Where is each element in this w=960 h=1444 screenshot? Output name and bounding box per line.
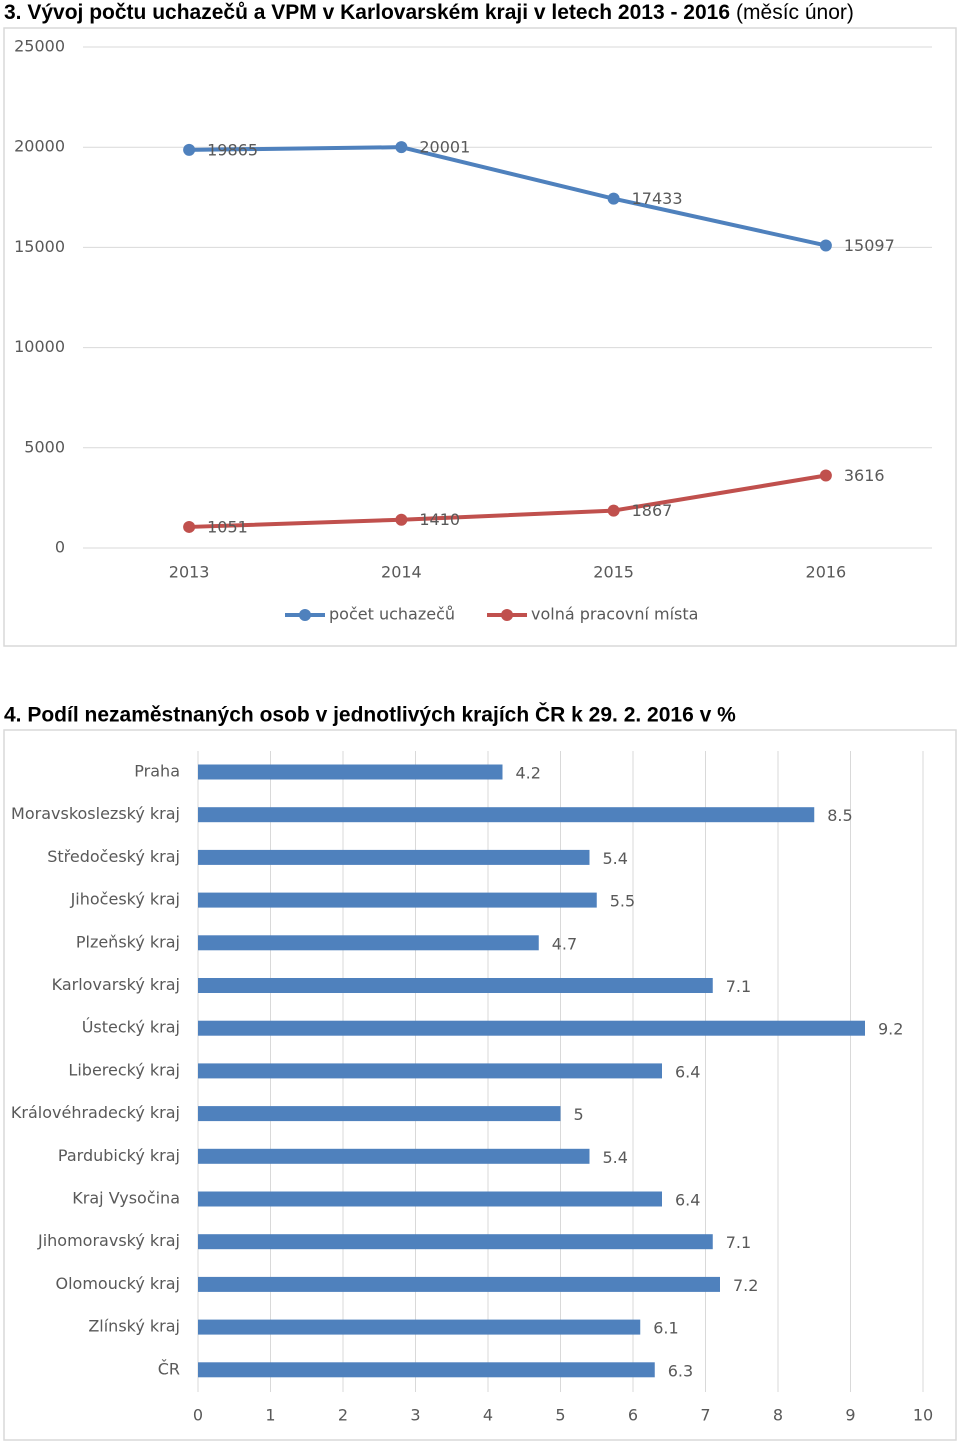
data-label: 6.3 — [668, 1361, 693, 1380]
title-text: 3. Vývoj počtu uchazečů a VPM v Karlovar… — [4, 1, 730, 24]
y-tick-label: 10000 — [14, 337, 65, 356]
point — [183, 143, 196, 156]
y-tick-label: Moravskoslezský kraj — [11, 804, 180, 823]
data-label: 4.2 — [516, 764, 541, 783]
y-tick-label: Středočeský kraj — [47, 847, 180, 866]
data-label: 5.4 — [603, 1148, 628, 1167]
x-tick-label: 0 — [193, 1406, 203, 1425]
data-label: 15097 — [844, 236, 895, 255]
bar — [198, 1148, 590, 1164]
bar — [198, 978, 713, 993]
chart-frame — [3, 27, 957, 647]
x-tick-label: 10 — [913, 1406, 933, 1425]
y-tick-label: 20000 — [14, 137, 65, 156]
legend-label: počet uchazečů — [329, 605, 455, 624]
bar — [198, 849, 590, 865]
data-label: 6.4 — [675, 1191, 700, 1210]
y-tick-label: Olomoucký kraj — [56, 1274, 180, 1293]
data-label: 5 — [574, 1105, 584, 1124]
subtitle-text: (měsíc únor) — [736, 1, 854, 24]
data-label: 19865 — [207, 140, 258, 159]
y-tick-label: Jihočeský kraj — [70, 890, 180, 909]
bar — [198, 1020, 865, 1036]
x-tick-label: 9 — [845, 1406, 855, 1425]
y-tick-label: 5000 — [24, 437, 65, 456]
x-tick-label: 3 — [410, 1406, 420, 1425]
x-tick-label: 2013 — [169, 563, 210, 582]
y-tick-label: 0 — [55, 538, 65, 557]
bar — [198, 807, 815, 823]
point — [819, 469, 832, 482]
y-tick-label: Plzeňský kraj — [76, 932, 180, 951]
point — [607, 192, 620, 205]
x-tick-label: 2016 — [806, 563, 847, 582]
legend-marker — [501, 609, 514, 621]
point — [819, 239, 832, 252]
data-label: 3616 — [844, 466, 885, 485]
chart-title: 3. Vývoj počtu uchazečů a VPM v Karlovar… — [4, 1, 854, 24]
bar — [198, 892, 597, 908]
point — [395, 513, 408, 526]
y-tick-label: Královéhradecký kraj — [11, 1103, 180, 1122]
data-label: 1867 — [632, 501, 673, 520]
data-label: 4.7 — [552, 934, 577, 953]
bar — [198, 1106, 561, 1122]
y-tick-label: Liberecký kraj — [68, 1060, 180, 1079]
data-label: 5.5 — [610, 892, 635, 911]
data-label: 1051 — [207, 517, 248, 536]
data-label: 1410 — [419, 510, 460, 529]
point — [183, 520, 196, 533]
x-tick-label: 4 — [483, 1406, 493, 1425]
y-tick-label: Karlovarský kraj — [52, 975, 180, 994]
data-label: 6.1 — [653, 1319, 678, 1338]
data-label: 7.2 — [733, 1276, 758, 1295]
data-label: 6.4 — [675, 1062, 700, 1081]
bar — [198, 764, 503, 780]
point — [607, 504, 620, 517]
line-series — [189, 473, 827, 529]
data-label: 7.1 — [726, 977, 751, 996]
bar — [198, 1234, 713, 1250]
x-tick-label: 6 — [628, 1406, 638, 1425]
data-label: 17433 — [632, 189, 683, 208]
point — [395, 141, 408, 154]
bar — [198, 1362, 655, 1378]
data-label: 7.1 — [726, 1233, 751, 1252]
bar — [198, 1319, 641, 1335]
data-label: 20001 — [419, 138, 470, 157]
x-tick-label: 1 — [265, 1406, 275, 1425]
bar — [198, 1276, 720, 1292]
x-tick-label: 7 — [700, 1406, 710, 1425]
chart-title: 4. Podíl nezaměstnaných osob v jednotliv… — [4, 703, 736, 727]
y-tick-label: ČR — [158, 1359, 180, 1378]
y-tick-label: Pardubický kraj — [58, 1146, 180, 1165]
y-tick-label: Praha — [134, 762, 180, 781]
y-tick-label: Jihomoravský kraj — [37, 1231, 180, 1250]
x-tick-label: 5 — [555, 1406, 565, 1425]
bar — [198, 935, 539, 951]
line-series — [189, 145, 827, 248]
y-tick-label: Kraj Vysočina — [72, 1189, 180, 1208]
x-tick-label: 8 — [773, 1406, 783, 1425]
bar — [198, 1063, 662, 1079]
x-tick-label: 2014 — [381, 563, 422, 582]
data-label: 8.5 — [827, 806, 852, 825]
x-tick-label: 2 — [338, 1406, 348, 1425]
y-tick-label: 25000 — [14, 37, 65, 56]
legend-marker — [299, 609, 311, 621]
bar — [198, 1191, 662, 1207]
y-tick-label: Zlínský kraj — [88, 1317, 180, 1336]
legend-label: volná pracovní místa — [531, 605, 698, 624]
y-tick-label: 15000 — [14, 237, 65, 256]
y-tick-label: Ústecký kraj — [82, 1018, 180, 1037]
data-label: 5.4 — [603, 849, 628, 868]
x-tick-label: 2015 — [593, 563, 634, 582]
data-label: 9.2 — [878, 1020, 903, 1039]
